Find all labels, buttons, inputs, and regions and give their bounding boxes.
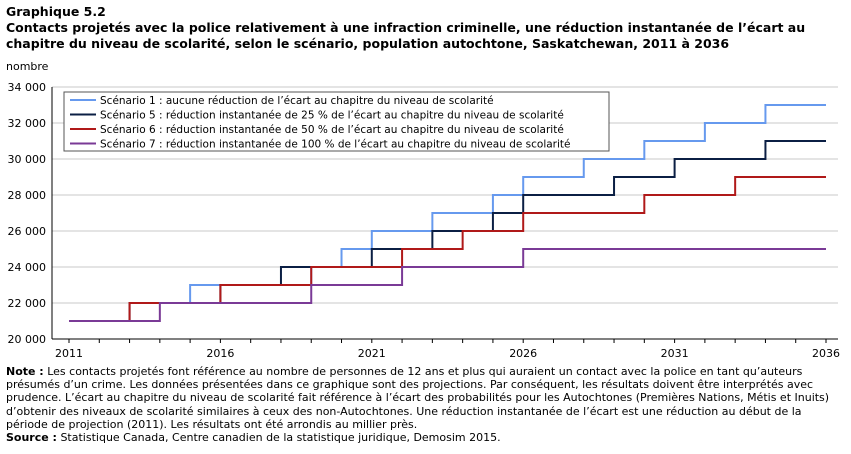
x-tick-label: 2031	[661, 347, 689, 360]
note-text: Les contacts projetés font référence au …	[6, 365, 830, 431]
note-paragraph: Note : Les contacts projetés font référe…	[6, 365, 844, 431]
legend-label: Scénario 5 : réduction instantanée de 25…	[100, 110, 564, 122]
x-tick-label: 2026	[509, 347, 537, 360]
x-tick-label: 2011	[55, 347, 83, 360]
y-tick-label: 34 000	[8, 81, 47, 94]
legend-label: Scénario 7 : réduction instantanée de 10…	[100, 139, 571, 151]
x-tick-label: 2036	[812, 347, 840, 360]
y-tick-label: 28 000	[8, 189, 47, 202]
series-line	[69, 104, 826, 322]
legend-box	[63, 91, 610, 152]
source-text: Statistique Canada, Centre canadien de l…	[56, 431, 501, 445]
y-tick-label: 22 000	[8, 297, 47, 310]
x-tick-label: 2021	[358, 347, 386, 360]
source-paragraph: Source : Statistique Canada, Centre cana…	[6, 431, 844, 444]
source-label: Source :	[6, 431, 57, 445]
legend: Scénario 1 : aucune réduction de l’écart…	[63, 91, 610, 152]
y-axis-label: nombre	[6, 60, 49, 73]
note-label: Note :	[6, 365, 44, 378]
notes-section: Note : Les contacts projetés font référe…	[6, 365, 844, 444]
chart-title: Contacts projetés avec la police relativ…	[6, 20, 806, 51]
y-tick-label: 20 000	[8, 333, 47, 346]
chart-title-block: Graphique 5.2 Contacts projetés avec la …	[6, 4, 846, 52]
legend-label: Scénario 6 : réduction instantanée de 50…	[100, 124, 564, 136]
y-tick-label: 24 000	[8, 261, 47, 274]
series-line	[69, 248, 826, 322]
x-tick-label: 2016	[206, 347, 234, 360]
graph-number: Graphique 5.2	[6, 4, 106, 19]
y-tick-label: 32 000	[8, 117, 47, 130]
y-tick-label: 26 000	[8, 225, 47, 238]
legend-label: Scénario 1 : aucune réduction de l’écart…	[100, 95, 494, 107]
y-tick-label: 30 000	[8, 153, 47, 166]
